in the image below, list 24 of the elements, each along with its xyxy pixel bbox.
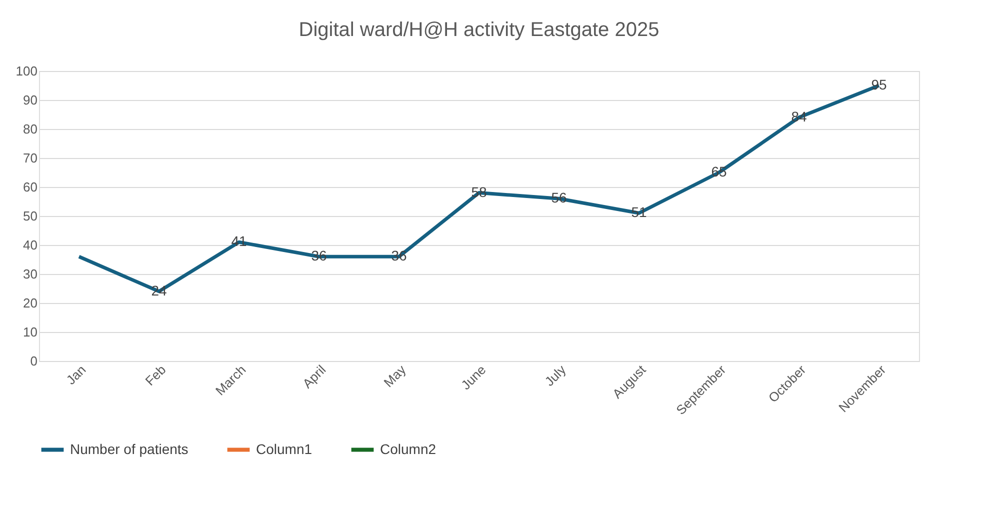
data-label: 36 <box>311 248 327 264</box>
data-label: 95 <box>871 76 887 92</box>
y-tick-label: 50 <box>23 208 38 224</box>
y-tick-label: 0 <box>30 354 38 368</box>
y-tick-label: 100 <box>16 64 38 78</box>
legend-label: Column1 <box>256 440 312 457</box>
data-label: 51 <box>631 204 647 220</box>
y-tick-label: 80 <box>23 122 38 136</box>
data-label: 56 <box>551 190 567 206</box>
y-tick-label: 40 <box>23 238 38 252</box>
y-tick-label: 60 <box>23 180 38 194</box>
data-label: 24 <box>151 282 167 298</box>
legend-label: Number of patients <box>70 440 188 457</box>
x-tick-label: Feb <box>142 362 169 389</box>
y-tick-label: 70 <box>23 150 38 166</box>
legend-label: Column2 <box>380 440 436 457</box>
y-tick-label: 90 <box>23 92 38 108</box>
chart-title: Digital ward/H@H activity Eastgate 2025 <box>298 19 660 41</box>
x-tick-label: May <box>380 362 410 390</box>
y-tick-label: 10 <box>23 324 38 340</box>
x-tick-label: July <box>542 362 570 390</box>
x-tick-label: Jan <box>63 362 89 388</box>
y-tick-label: 20 <box>23 296 38 310</box>
y-tick-label: 30 <box>23 266 38 282</box>
